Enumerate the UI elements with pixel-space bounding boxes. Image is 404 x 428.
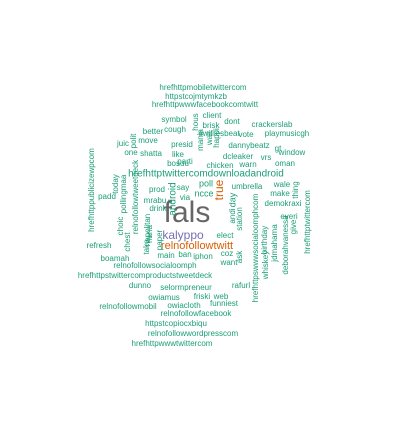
word-94: relnofollowfacebook (161, 309, 233, 318)
word-62: napolitan (143, 214, 152, 246)
word-23: mania (196, 129, 205, 151)
word-52: make (270, 189, 290, 198)
word-55: android (168, 182, 179, 215)
word-15: cough (164, 125, 186, 134)
word-38: chicken (206, 161, 233, 170)
word-54: via (180, 193, 191, 202)
word-17: vote (238, 130, 254, 139)
word-84: hrefhttpstwittercomproductstweetdeck (78, 271, 213, 280)
word-3: true (212, 179, 226, 200)
word-32: parti (177, 157, 193, 166)
word-57: demokraxi (265, 199, 302, 208)
word-87: selormpreneur (160, 283, 212, 292)
word-24: wait (205, 130, 214, 146)
word-14: better (143, 127, 164, 136)
word-96: relnofollowwordpresscom (148, 329, 239, 338)
word-48: padd (98, 192, 116, 201)
word-56: day (227, 192, 237, 207)
word-72: jdmahama (270, 224, 279, 263)
word-78: coz (221, 249, 233, 258)
word-36: hrefhttppublicizewpcom (87, 148, 96, 232)
word-27: gt (275, 144, 282, 153)
word-65: choic (116, 217, 125, 236)
word-50: say (177, 183, 189, 192)
word-74: refresh (87, 241, 112, 250)
word-89: friski (194, 292, 211, 301)
word-8: symbol (161, 115, 187, 124)
word-64: give (289, 219, 298, 234)
word-86: dunno (129, 281, 152, 290)
word-85: rafurl (232, 281, 250, 290)
word-71: birthday (260, 226, 269, 254)
word-13: crackerslab (252, 120, 293, 129)
word-80: want (220, 258, 239, 267)
word-26: dannybeatz (228, 141, 269, 150)
word-29: shatta (140, 149, 162, 158)
word-63: hrefhttpswwwsocialoomphcom (251, 193, 260, 302)
word-5: hrefhttpmobiletwittercom (159, 83, 246, 92)
word-76: ban (178, 250, 191, 259)
word-60: andi (228, 208, 237, 223)
word-82: relnofollowsocialoomph (113, 261, 196, 270)
word-92: owiacloth (167, 301, 200, 310)
word-11: brisk (203, 121, 221, 130)
word-58: drink (149, 204, 167, 213)
word-34: vrs (261, 153, 272, 162)
word-77: iphon (193, 252, 213, 261)
word-1: kalyppo (162, 228, 204, 242)
word-39: warn (238, 160, 256, 169)
word-81: whiskey (261, 251, 270, 280)
word-70: elect (217, 231, 235, 240)
word-44: poll (199, 178, 213, 188)
word-68: take (142, 239, 151, 255)
word-88: owiamus (148, 293, 180, 302)
word-93: funniest (210, 299, 239, 308)
word-97: hrefhttpwwwtwittercom (132, 339, 213, 348)
word-83: ask (235, 250, 244, 263)
word-21: polit (129, 133, 138, 148)
word-53: mrabu (144, 196, 167, 205)
word-35: oman (275, 159, 295, 168)
word-37: bosuu (167, 159, 189, 168)
word-91: relnofollowmobil (99, 302, 157, 311)
word-12: dont (224, 117, 240, 126)
word-31: like (172, 150, 185, 159)
word-49: prod (149, 185, 165, 194)
word-7: hrefhttpwwwfacebookcomtwitt (152, 100, 259, 109)
word-46: wale (273, 180, 291, 189)
word-75: main (157, 251, 174, 260)
word-47: thing (291, 181, 300, 198)
word-61: station (235, 207, 244, 231)
word-20: move (138, 136, 158, 145)
word-6: httpstcojmtymkzb (165, 92, 227, 101)
word-30: one (124, 148, 138, 157)
word-22: presid (171, 140, 193, 149)
word-59: everi (280, 212, 298, 221)
word-51: ncce (194, 188, 213, 198)
word-95: httpstcopiocxbiqu (145, 319, 207, 328)
word-43: relnofollowtweetdeck (131, 159, 140, 234)
word-16: ewilliesbeat (198, 129, 240, 138)
word-25: happi (212, 128, 221, 148)
word-69: paper (155, 229, 164, 250)
word-45: umbrella (232, 182, 263, 191)
word-40: today (111, 174, 120, 194)
word-41: hrefhttptwittercom (303, 190, 312, 254)
word-33: dcleaker (223, 152, 254, 161)
word-28: window (278, 148, 306, 157)
word-90: web (213, 292, 229, 301)
word-67: chest (123, 232, 132, 252)
word-19: juic (116, 139, 129, 148)
word-79: boamah (101, 254, 130, 263)
word-9: client (203, 111, 222, 120)
word-2: relnofollowtwitt (161, 240, 233, 252)
word-10: hous (191, 113, 200, 130)
word-73: deborahvanessa (281, 215, 290, 275)
word-4: hrefhttptwittercomdownloadandroid (128, 169, 284, 180)
word-18: playmusicgh (265, 129, 309, 138)
word-66: nana (145, 225, 154, 243)
word-42: pollingmaa (119, 174, 128, 213)
word-0: fals (164, 196, 211, 229)
